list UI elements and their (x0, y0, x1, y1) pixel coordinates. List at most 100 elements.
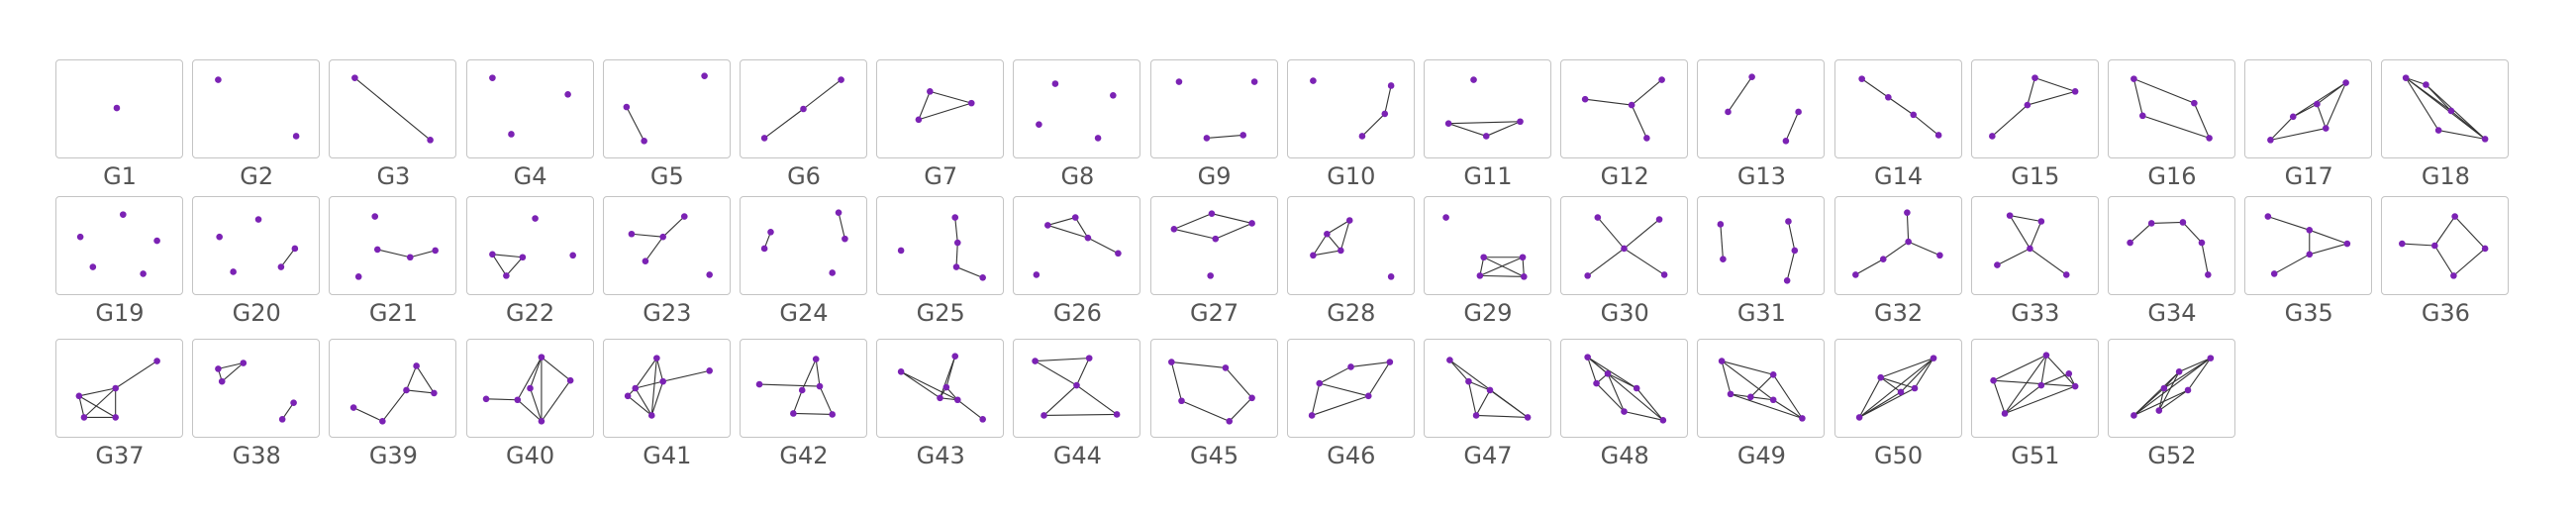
graph-edge (2402, 243, 2435, 247)
graph-node (2451, 213, 2459, 220)
graph-edge (1326, 233, 1341, 252)
graph-card (602, 339, 731, 438)
graph-edge (1312, 233, 1328, 257)
graph-drawing (1033, 214, 1123, 278)
graph-label: G6 (787, 162, 821, 190)
graph-drawing (915, 88, 975, 124)
graph-node (701, 72, 708, 79)
graph-node (952, 263, 960, 270)
graph-edge (2009, 215, 2031, 250)
graph-node (153, 237, 160, 245)
graph-drawing (1309, 77, 1395, 140)
graph-node (2271, 270, 2278, 277)
graph-edge (491, 254, 523, 258)
graph-panel-g11: G11 (1424, 59, 1552, 195)
graph-node (1621, 245, 1628, 253)
graph-card (192, 59, 321, 158)
graph-edge (1035, 360, 1078, 386)
graph-card (602, 196, 731, 295)
graph-edge (1993, 355, 2046, 381)
graph-panel-g10: G10 (1286, 59, 1416, 195)
graph-node (216, 233, 224, 241)
graph-edge (78, 387, 116, 397)
graph-card (740, 59, 867, 158)
graph-node (215, 365, 222, 372)
graph-edge (644, 236, 663, 262)
graph-edge (416, 365, 436, 394)
graph-edge (635, 380, 663, 389)
graph-node (1177, 397, 1185, 405)
graph-edge (1319, 365, 1351, 384)
graph-label: G13 (1736, 162, 1786, 190)
graph-edge (2029, 221, 2042, 250)
graph-label: G27 (1190, 299, 1239, 327)
graph-node (2306, 227, 2314, 234)
graph-edge (2009, 215, 2041, 223)
graph-node (1791, 247, 1799, 255)
graph-edge (1731, 393, 1751, 398)
graph-node (1594, 214, 1602, 221)
graph-drawing (75, 358, 160, 421)
graph-edge (2034, 77, 2076, 92)
graph-node (1072, 214, 1079, 221)
graph-label: G4 (513, 162, 547, 190)
graph-node (659, 233, 666, 241)
graph-panel-g21: G21 (329, 196, 457, 332)
graph-edge (83, 387, 117, 418)
graph-node (1476, 272, 1484, 279)
graph-node (1884, 93, 1892, 101)
graph-edge (1858, 387, 1915, 418)
graph-edge (1635, 387, 1664, 421)
graph-node (816, 382, 824, 390)
graph-edge (1326, 220, 1350, 235)
graph-node (755, 380, 763, 388)
graph-drawing (1036, 80, 1118, 142)
graph-node (507, 131, 515, 138)
graph-panel-g14: G14 (1833, 59, 1963, 195)
graph-card (465, 196, 594, 295)
graph-drawing (488, 74, 571, 138)
graph-node (1175, 78, 1182, 85)
graph-node (2323, 125, 2329, 132)
graph-panel-g25: G25 (876, 196, 1005, 332)
graph-card (2381, 59, 2510, 158)
graph-edge (1075, 217, 1089, 239)
graph-node (2155, 407, 2163, 414)
graph-node (760, 135, 768, 142)
graph-edge (801, 359, 817, 391)
graph-drawing (351, 74, 435, 144)
graph-edge (410, 250, 437, 258)
graph-edge (901, 370, 958, 401)
graph-node (1446, 357, 1453, 363)
graph-label: G29 (1463, 299, 1513, 327)
graph-panel-g39: G39 (329, 339, 457, 474)
graph-card (1013, 196, 1141, 295)
graph-drawing (488, 215, 576, 279)
graph-node (951, 353, 959, 360)
graph-node (1465, 377, 1472, 385)
graph-node (2206, 135, 2213, 142)
graph-edge (2309, 243, 2348, 256)
graph-edge (1880, 376, 1915, 389)
graph-panel-g9: G9 (1149, 59, 1279, 195)
graph-drawing (355, 213, 440, 280)
graph-edge (2293, 82, 2347, 118)
graph-node (1521, 273, 1528, 280)
graph-edge (78, 395, 85, 418)
graph-edge (1900, 358, 1934, 393)
graph-node (790, 410, 797, 417)
graph-edge (353, 407, 383, 422)
graph-node (2031, 74, 2038, 81)
graph-label: G52 (2147, 442, 2197, 469)
graph-panel-g23: G23 (602, 196, 732, 332)
graph-node (951, 214, 959, 221)
graph-node (2191, 99, 2198, 107)
graph-edge (1035, 358, 1090, 362)
graph-edge (1468, 380, 1491, 391)
graph-node (80, 414, 88, 421)
graph-node (112, 414, 119, 421)
graph-panel-g29: G29 (1424, 196, 1552, 332)
graph-edge (529, 387, 543, 422)
graph-node (1747, 393, 1755, 401)
graph-drawing (215, 76, 300, 140)
